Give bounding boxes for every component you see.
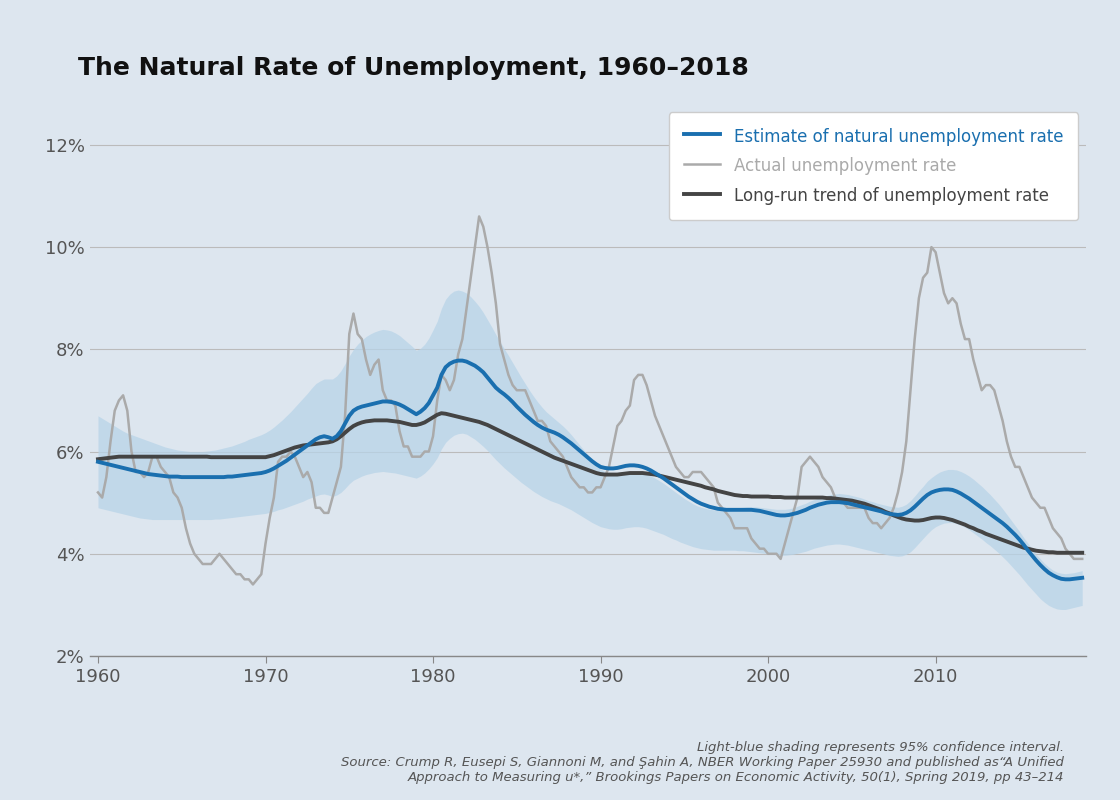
Text: Light-blue shading represents 95% confidence interval.
Source: Crump R, Eusepi S: Light-blue shading represents 95% confid… <box>342 741 1064 784</box>
Text: The Natural Rate of Unemployment, 1960–2018: The Natural Rate of Unemployment, 1960–2… <box>78 56 749 80</box>
Legend: Estimate of natural unemployment rate, Actual unemployment rate, Long-run trend : Estimate of natural unemployment rate, A… <box>669 112 1079 220</box>
